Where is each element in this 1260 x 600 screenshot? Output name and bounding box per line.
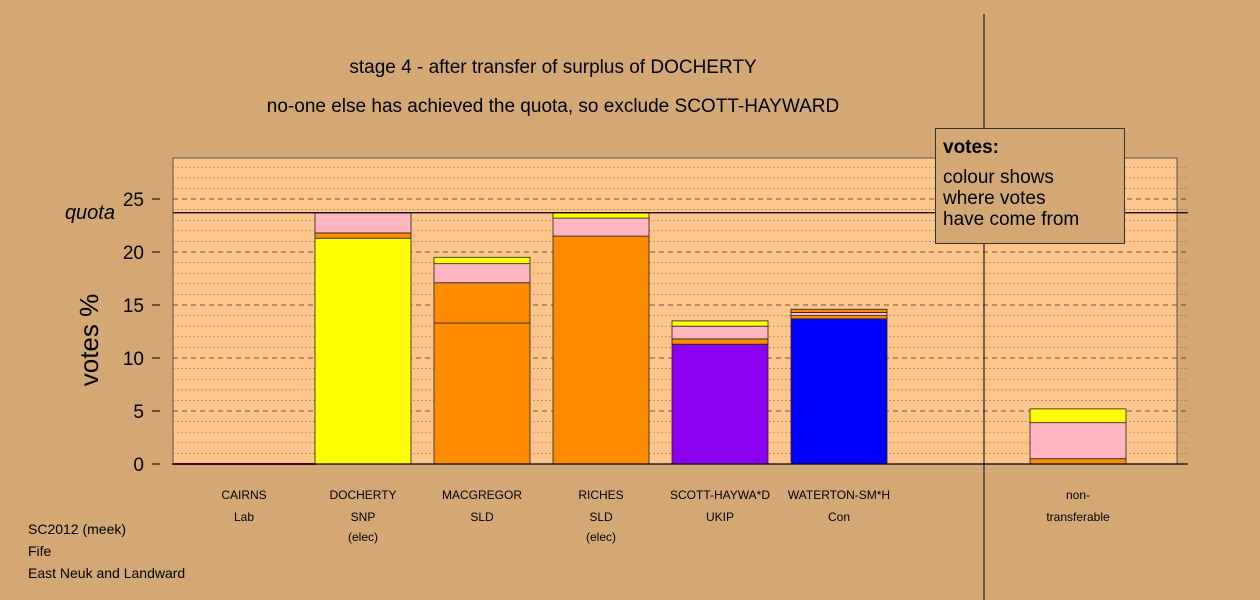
y-tick-label: 5 [133,402,144,423]
legend-title: votes: [943,137,999,158]
bar-segment [671,343,769,465]
bar-segment [1029,408,1127,424]
bar-segment [671,338,769,345]
bar-segment [790,312,888,317]
x-label-name: SCOTT-HAYWA*D [670,488,770,502]
chart-title-line1: stage 4 - after transfer of surplus of D… [349,57,757,78]
x-label-name: non- [1066,488,1090,502]
x-label-party: SLD [470,510,494,524]
bar-segment [433,282,531,324]
bar-segment [433,263,531,284]
legend-line-2: where votes [943,188,1046,209]
bar-segment [552,235,650,465]
x-label-status: (elec) [348,530,378,544]
bar-segment [314,237,412,465]
bar-segment [314,212,412,234]
footer-line-1: SC2012 (meek) [28,521,127,537]
x-label-name: CAIRNS [221,488,266,502]
bar-segment [1029,458,1127,465]
bar-segment [433,256,531,265]
x-label-party: transferable [1046,510,1110,524]
y-axis-label: votes % [74,294,104,387]
bar-segment [790,318,888,465]
x-label-party: SLD [589,510,613,524]
y-tick-label: 10 [123,349,144,370]
x-label-party: SNP [351,510,376,524]
x-label-party: Con [828,510,850,524]
y-tick-label: 25 [123,190,144,211]
bar-segment [671,320,769,327]
chart-title-line2: no-one else has achieved the quota, so e… [267,96,839,117]
x-label-name: MACGREGOR [442,488,522,502]
bar-segment [552,212,650,219]
bar-segment [1029,422,1127,460]
bar-segment [433,322,531,465]
footer: SC2012 (meek) Fife East Neuk and Landwar… [28,518,185,584]
bar-segment [314,232,412,239]
bar-segment [790,308,888,313]
legend-line-3: have come from [943,209,1080,230]
bar-segment [790,315,888,320]
x-label-party: UKIP [706,510,734,524]
y-tick-label: 0 [133,455,144,476]
legend-line-1: colour shows [943,167,1054,188]
quota-label: quota [65,202,115,224]
legend: votes: colour shows where votes have com… [935,128,1125,244]
x-label-party: Lab [234,510,254,524]
footer-line-3: East Neuk and Landward [28,565,186,581]
x-label-name: WATERTON-SM*H [788,488,890,502]
x-label-name: DOCHERTY [329,488,396,502]
y-tick-label: 15 [123,296,144,317]
y-tick-label: 20 [123,243,144,264]
x-label-status: (elec) [586,530,616,544]
x-label-name: RICHES [578,488,623,502]
bar-segment [671,325,769,340]
bar-segment [552,217,650,237]
footer-line-2: Fife [28,543,52,559]
